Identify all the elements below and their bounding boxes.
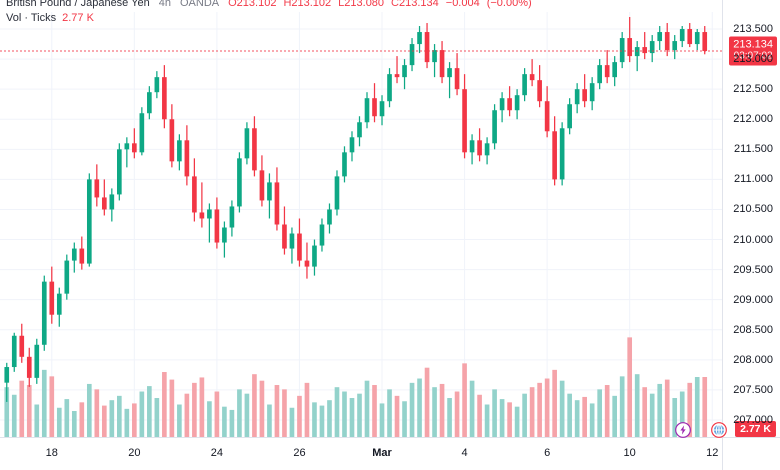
price-tick-label: 209.500: [733, 263, 773, 276]
time-tick-label: 26: [293, 447, 306, 459]
grid-layer: [0, 12, 722, 437]
time-tick-label: 20: [128, 447, 141, 459]
time-tick-label: 4: [461, 447, 468, 459]
low-value: L213.080: [338, 0, 385, 9]
price-line-layer: [0, 50, 722, 52]
close-value: C213.134: [391, 0, 439, 9]
price-tick-label: 211.500: [734, 143, 773, 156]
high-value: H213.102: [283, 0, 332, 9]
price-tick-label: 207.500: [733, 383, 773, 396]
time-tick-label: 6: [544, 447, 551, 459]
axis-corner: [722, 437, 780, 470]
current-price-value: 213.134: [733, 38, 773, 51]
price-tick-label: 213.000: [733, 53, 773, 66]
price-tick-label: 212.500: [733, 83, 773, 96]
lightning-bolt-icon[interactable]: [675, 422, 692, 439]
price-tick-label: 211.000: [734, 173, 773, 186]
legend-primary-row: British Pound / Japanese Yen 4h OANDA O2…: [6, 0, 532, 10]
chart-plot-area[interactable]: [0, 12, 722, 437]
price-tick-label: 213.500: [733, 23, 773, 36]
volume-layer: [4, 337, 708, 437]
time-tick-label: 10: [623, 447, 636, 459]
open-value: O213.102: [228, 0, 277, 9]
price-tick-label: 212.000: [733, 113, 773, 126]
time-axis[interactable]: 18202426Mar4610121518202426: [0, 437, 722, 470]
time-tick-label: Mar: [372, 447, 392, 459]
candlestick-layer[interactable]: [0, 12, 722, 437]
time-tick-label: 12: [706, 447, 719, 459]
change-percent-value: (−0.00%): [486, 0, 532, 9]
change-value: −0.004: [445, 0, 480, 9]
current-price-badge[interactable]: 213.134 03:07:02: [729, 36, 777, 66]
price-tick-label: 210.500: [733, 203, 773, 216]
price-tick-label: 210.000: [733, 233, 773, 246]
bar-countdown: 03:07:02: [733, 50, 773, 62]
price-axis[interactable]: 213.134 03:07:02 2.77 K 213.500 213.000 21…: [722, 0, 780, 437]
globe-target-icon[interactable]: [711, 422, 728, 439]
price-tick-label: 207.000: [733, 413, 773, 426]
ohlc-values: O213.102 H213.102 L213.080 C213.134 −0.0…: [228, 0, 532, 10]
volume-value-badge[interactable]: 2.77 K: [735, 421, 776, 437]
price-tick-label: 209.000: [733, 293, 773, 306]
symbol-name[interactable]: British Pound / Japanese Yen: [6, 0, 150, 9]
exchange-label: OANDA: [179, 0, 220, 9]
price-tick-label: 208.500: [733, 323, 773, 336]
interval-label[interactable]: 4h: [158, 0, 171, 9]
time-tick-label: 24: [210, 447, 224, 459]
time-tick-label: 18: [45, 447, 58, 459]
price-tick-label: 208.000: [733, 353, 773, 366]
